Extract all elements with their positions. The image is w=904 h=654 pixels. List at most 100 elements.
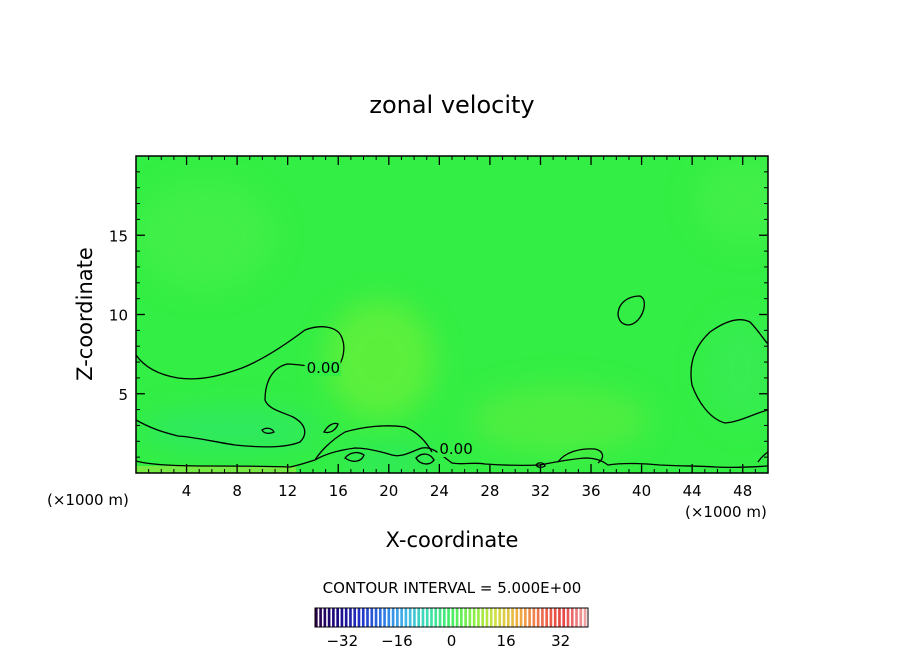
colorbar-stripe	[485, 608, 489, 627]
colorbar-stripe	[464, 608, 467, 627]
colorbar-stripe	[583, 608, 587, 627]
colorbar-stripe	[553, 608, 557, 627]
colorbar-stripe	[327, 608, 331, 627]
contour-island-5	[415, 453, 435, 465]
x-unit-right: (×1000 m)	[685, 503, 767, 521]
x-tick-label: 32	[531, 482, 550, 500]
x-tick-label: 24	[430, 482, 449, 500]
contour-island-2	[261, 427, 275, 434]
colorbar-stripe	[472, 608, 476, 627]
colorbar-stripe	[579, 608, 583, 627]
y-tick-label: 5	[118, 386, 128, 404]
colorbar-ticks: −32 −16 0 16 32	[326, 632, 570, 650]
colorbar-stripe	[438, 608, 442, 627]
contour-lines	[136, 295, 768, 469]
contour-label-bg	[437, 441, 474, 457]
colorbar-stripe	[340, 608, 344, 627]
y-tick-label: 15	[109, 227, 128, 245]
x-axis-ticks: 4 8 12 16 20 24 28 32 36 40 44 48	[148, 156, 756, 500]
x-tick-label: 28	[480, 482, 499, 500]
x-tick-label: 20	[379, 482, 398, 500]
contour-right-loop	[690, 318, 768, 424]
colorbar-stripe	[357, 608, 361, 627]
colorbar-stripe	[562, 608, 566, 627]
colorbar-stripe	[558, 608, 561, 627]
x-tick-label: 8	[232, 482, 242, 500]
colorbar-stripe	[541, 608, 544, 627]
colorbar-stripe	[498, 608, 502, 627]
colorbar-stripe	[366, 608, 369, 627]
x-tick-label: 36	[581, 482, 600, 500]
colorbar-stripe	[430, 608, 433, 627]
x-tick-label: 16	[329, 482, 348, 500]
colorbar-stripe	[315, 608, 318, 627]
contour-island-1	[617, 295, 645, 326]
contour-seafloor	[314, 425, 433, 461]
colorbar-stripe	[417, 608, 421, 627]
colorbar-stripe	[344, 608, 348, 627]
colorbar-tick-label: −16	[381, 632, 413, 650]
colorbar-tick-label: 0	[447, 632, 457, 650]
shade-mid	[325, 300, 435, 420]
colorbar-stripe	[400, 608, 403, 627]
colorbar-stripe	[391, 608, 395, 627]
colorbar-frame	[314, 607, 589, 628]
chart-title: zonal velocity	[369, 91, 534, 119]
colorbar-stripe	[361, 608, 365, 627]
shade-upper-left	[136, 180, 275, 290]
colorbar-stripe	[447, 608, 450, 627]
contour-label: 0.00	[307, 359, 340, 377]
colorbar-stripe	[396, 608, 399, 627]
colorbar-stripe	[506, 608, 510, 627]
contour-island-7	[557, 448, 604, 464]
contour-island-3	[323, 422, 339, 434]
shade-upper-right	[695, 156, 768, 245]
colorbar-stripe	[489, 608, 493, 627]
colorbar-stripe	[455, 608, 459, 627]
colorbar-stripe	[425, 608, 429, 627]
x-tick-label: 48	[733, 482, 752, 500]
colorbar-stripe	[536, 608, 540, 627]
colorbar-stripe	[481, 608, 485, 627]
colorbar-stripe	[511, 608, 514, 627]
x-tick-label: 12	[278, 482, 297, 500]
colorbar-stripe	[519, 608, 523, 627]
contour-island-4	[344, 451, 365, 462]
colorbar-stripe	[477, 608, 480, 627]
colorbar-stripe	[575, 608, 578, 627]
colorbar-tick-label: 32	[551, 632, 570, 650]
x-tick-label: 44	[683, 482, 702, 500]
colorbar-stripe	[378, 608, 382, 627]
y-axis-ticks: 5 10 15	[109, 171, 768, 458]
contour-interval-text: CONTOUR INTERVAL = 5.000E+00	[323, 579, 582, 597]
shade-low-center	[340, 448, 440, 472]
colorbar-stripe	[566, 608, 570, 627]
colorbar-stripe	[349, 608, 352, 627]
shade-low-left	[140, 408, 320, 452]
colorbar-stripe	[502, 608, 506, 627]
colorbar-stripe	[408, 608, 412, 627]
colorbar-stripe	[442, 608, 446, 627]
y-axis-label: Z-coordinate	[73, 247, 97, 381]
colorbar-stripe	[545, 608, 548, 627]
colorbar	[314, 607, 589, 628]
colorbar-stripe	[528, 608, 531, 627]
x-tick-label: 4	[182, 482, 192, 500]
contour-label-bg	[304, 361, 341, 377]
field-shading	[136, 156, 768, 472]
contour-lower	[136, 447, 768, 469]
colorbar-stripe	[468, 608, 472, 627]
contour-upper	[136, 326, 345, 448]
shade-right	[705, 315, 768, 425]
colorbar-stripe	[570, 608, 574, 627]
contour-labels: 0.00 0.00	[304, 359, 474, 458]
contour-island-6	[535, 462, 546, 469]
x-tick-label: 40	[632, 482, 651, 500]
colorbar-stripe	[332, 608, 335, 627]
colorbar-stripe	[383, 608, 386, 627]
colorbar-stripe	[460, 608, 463, 627]
colorbar-stripe	[515, 608, 519, 627]
colorbar-stripe	[434, 608, 438, 627]
colorbar-stripe	[370, 608, 374, 627]
